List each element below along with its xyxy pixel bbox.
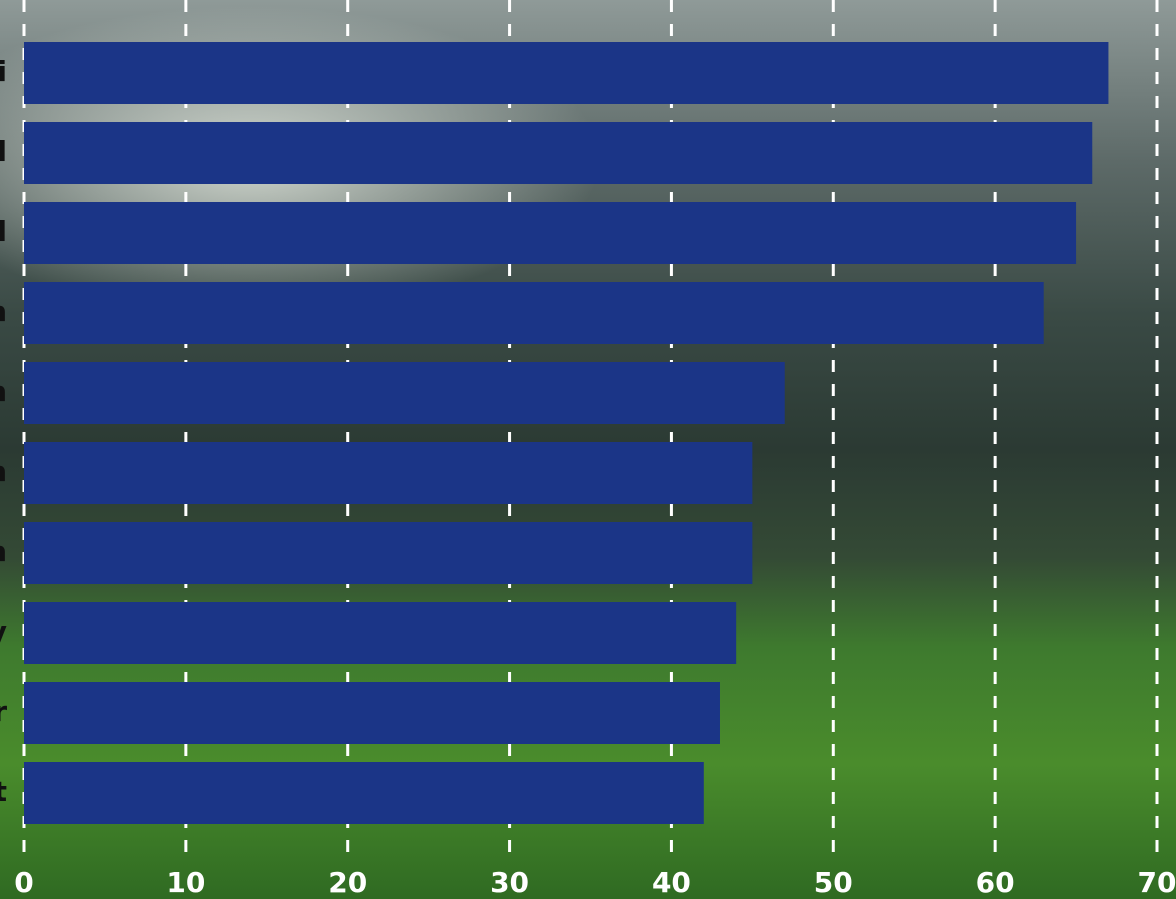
x-tick-label: 10 — [166, 866, 205, 899]
x-tick-label: 30 — [490, 866, 529, 899]
bar — [24, 122, 1093, 184]
x-tick-label: 20 — [328, 866, 367, 899]
x-tick-label: 40 — [652, 866, 691, 899]
bar — [24, 202, 1077, 264]
bar — [24, 42, 1109, 104]
x-tick-label: 0 — [14, 866, 33, 899]
y-tick-label: n — [0, 375, 7, 408]
y-tick-label: y — [0, 615, 7, 648]
x-tick-label: 50 — [814, 866, 853, 899]
bar — [24, 762, 704, 824]
bar — [24, 522, 753, 584]
y-tick-label: i — [0, 55, 7, 88]
y-tick-label: t — [0, 775, 7, 808]
bar — [24, 602, 737, 664]
y-tick-label: n — [0, 535, 7, 568]
y-tick-label: n — [0, 295, 7, 328]
bar — [24, 362, 785, 424]
bar — [24, 442, 753, 504]
bar — [24, 682, 720, 744]
x-tick-label: 70 — [1138, 866, 1176, 899]
y-tick-label: l — [0, 215, 7, 248]
x-tick-label: 60 — [976, 866, 1015, 899]
y-tick-label: n — [0, 455, 7, 488]
y-tick-label: l — [0, 135, 7, 168]
y-tick-label: r — [0, 695, 7, 728]
bar — [24, 282, 1044, 344]
